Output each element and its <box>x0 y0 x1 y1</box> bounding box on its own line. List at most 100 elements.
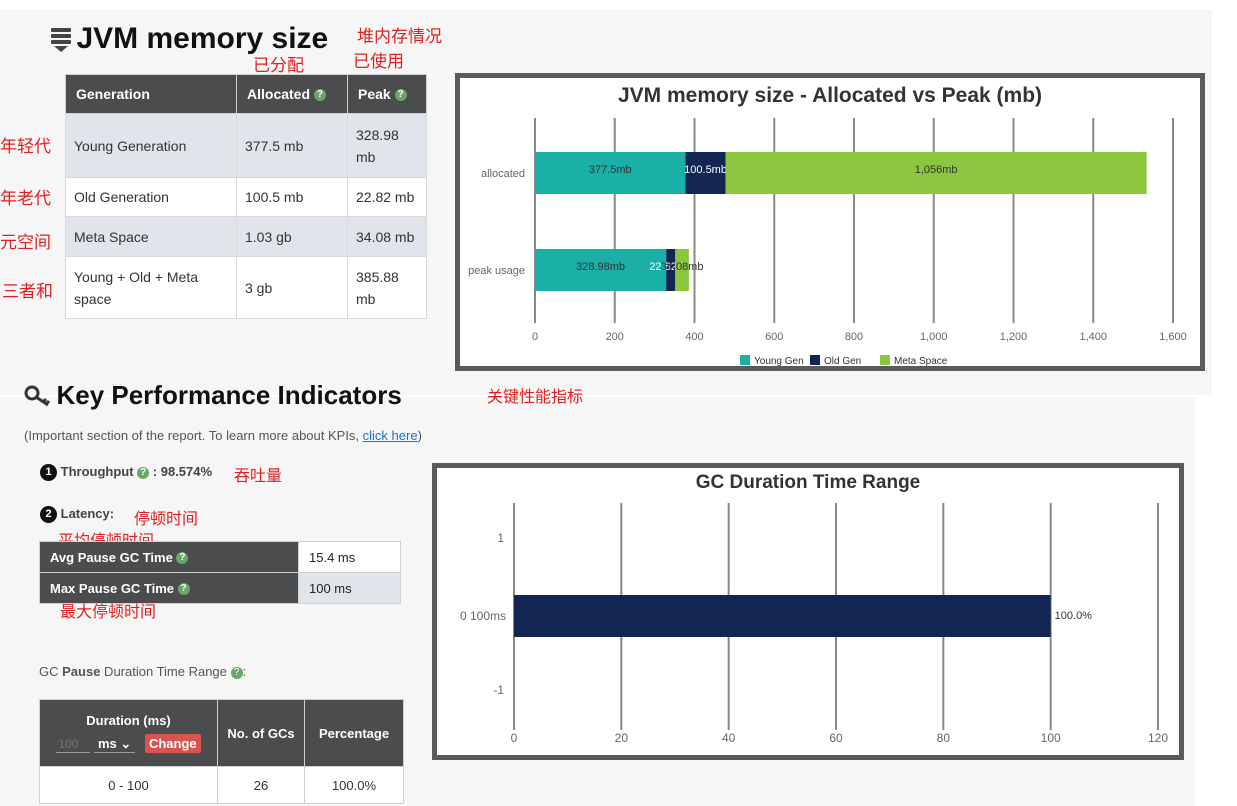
peak-cell: 385.88 mb <box>347 256 427 319</box>
duration-input[interactable] <box>56 736 91 753</box>
table-row: Young + Old + Meta space 3 gb 385.88 mb <box>65 256 427 319</box>
kpi-note: 关键性能指标 <box>487 389 584 406</box>
chevron-down-icon: ⌄ <box>120 736 132 751</box>
peak-cell: 34.08 mb <box>347 216 427 257</box>
table-row: Max Pause GC Time ? 100 ms <box>39 572 401 604</box>
data-label: 328.98mb <box>576 261 625 273</box>
table-row: Meta Space 1.03 gb 34.08 mb <box>65 216 427 257</box>
x-tick-label: 400 <box>685 331 703 343</box>
help-icon[interactable]: ? <box>230 666 243 679</box>
allocated-cell: 3 gb <box>236 256 348 319</box>
latency-note: 停顿时间 <box>134 511 199 528</box>
generation-cell: Meta Space <box>65 216 237 257</box>
x-tick-label: 100 <box>1041 731 1061 745</box>
peak-cell: 328.98 mb <box>347 113 427 178</box>
x-tick-label: 200 <box>606 331 624 343</box>
duration-table: Duration (ms) ms ⌄ Change No. of GCs Per… <box>39 699 404 804</box>
note-young: 年轻代 <box>0 137 51 156</box>
x-tick-label: 800 <box>845 331 863 343</box>
y-category-label: 0 100ms <box>460 609 506 623</box>
memory-table: Generation Allocated ? Peak ? Young Gene… <box>65 74 427 319</box>
x-tick-label: 600 <box>765 331 783 343</box>
legend-swatch <box>880 355 890 365</box>
unit-select[interactable]: ms ⌄ <box>94 736 136 753</box>
y-category-label: peak usage <box>468 265 525 277</box>
y-tick-label: -1 <box>493 683 504 697</box>
gc-duration-chart: GC Duration Time Range 0 20 40 60 80 100 120 1 -1… <box>460 472 1168 745</box>
kpi-learn-more-link[interactable]: click here <box>362 428 418 443</box>
throughput-value: : 98.574% <box>152 464 213 479</box>
note-allocated: 已分配 <box>253 56 304 75</box>
key-icon <box>24 385 51 406</box>
x-tick-label: 60 <box>829 731 843 745</box>
kpi-heading: Key Performance Indicators <box>24 380 402 411</box>
gc-duration-chart-frame: GC Duration Time Range 0 20 40 60 80 100 120 1 -1… <box>432 463 1184 760</box>
avg-pause-label: Avg Pause GC Time ? <box>39 541 299 573</box>
bar-segment <box>725 152 1147 194</box>
table-row: Old Generation 100.5 mb 22.82 mb <box>65 177 427 217</box>
col-duration: Duration (ms) ms ⌄ Change <box>39 699 218 767</box>
x-tick-label: 20 <box>615 731 629 745</box>
bar-segment <box>666 249 676 291</box>
step-badge: 1 <box>40 464 57 482</box>
throughput-label: Throughput <box>60 464 134 479</box>
col-count: No. of GCs <box>217 699 305 767</box>
table-row: Avg Pause GC Time ? 15.4 ms <box>39 541 401 573</box>
help-icon[interactable]: ? <box>313 89 326 102</box>
data-label: 1,056mb <box>915 164 958 176</box>
memory-heading: JVM memory size <box>50 22 328 56</box>
legend-label: Old Gen <box>824 356 861 366</box>
note-heap: 堆内存情况 <box>357 27 442 46</box>
note-used: 已使用 <box>353 52 404 71</box>
legend-label: Meta Space <box>894 356 948 366</box>
memory-title: JVM memory size <box>76 22 329 55</box>
latency-row: 2 Latency: <box>40 506 114 524</box>
kpi-intro: (Important section of the report. To lea… <box>24 428 422 443</box>
max-pause-value: 100 ms <box>298 572 401 604</box>
generation-cell: Old Generation <box>65 177 237 217</box>
x-tick-label: 40 <box>722 731 736 745</box>
range-cell: 0 - 100 <box>39 766 218 804</box>
help-icon[interactable]: ? <box>176 552 189 565</box>
change-button[interactable]: Change <box>144 734 201 753</box>
x-tick-label: 1,000 <box>920 331 948 343</box>
kpi-title: Key Performance Indicators <box>56 380 402 410</box>
help-icon[interactable]: ? <box>394 89 407 102</box>
x-tick-label: 0 <box>532 331 538 343</box>
legend-label: Young Gen <box>754 356 804 366</box>
col-generation: Generation <box>65 74 237 114</box>
note-total: 三者和 <box>2 282 53 301</box>
data-label: 100.0% <box>1055 610 1093 622</box>
percentage-cell: 100.0% <box>304 766 404 804</box>
allocated-cell: 1.03 gb <box>236 216 348 257</box>
max-note: 最大停顿时间 <box>60 604 157 621</box>
bar-segment <box>675 249 689 291</box>
bar <box>514 595 1051 637</box>
avg-pause-value: 15.4 ms <box>298 541 401 573</box>
table-row: 0 - 100 26 100.0% <box>39 766 404 804</box>
memory-chart-frame: JVM memory size - Allocated vs Peak (mb)… <box>455 73 1205 371</box>
y-tick-label: 1 <box>497 531 504 545</box>
col-percentage: Percentage <box>304 699 404 767</box>
x-tick-label: 0 <box>511 731 518 745</box>
bar-segment <box>685 152 726 194</box>
x-tick-label: 120 <box>1148 731 1168 745</box>
y-category-label: allocated <box>481 168 525 180</box>
help-icon[interactable]: ? <box>177 583 190 596</box>
throughput-row: 1 Throughput ? : 98.574% <box>40 464 213 482</box>
data-label: 377.5mb <box>589 164 632 176</box>
x-tick-label: 1,600 <box>1159 331 1187 343</box>
generation-cell: Young Generation <box>65 113 237 178</box>
note-meta: 元空间 <box>0 233 51 252</box>
database-icon <box>51 28 71 52</box>
max-pause-label: Max Pause GC Time ? <box>39 572 299 604</box>
legend-swatch <box>810 355 820 365</box>
data-label: 100.5mb <box>684 164 727 176</box>
latency-table: Avg Pause GC Time ? 15.4 ms Max Pause GC… <box>39 541 401 604</box>
data-label: 34.08mb <box>661 261 704 273</box>
help-icon[interactable]: ? <box>137 466 150 479</box>
step-badge: 2 <box>40 506 57 524</box>
bar-segment <box>535 249 667 291</box>
table-row: Young Generation 377.5 mb 328.98 mb <box>65 113 427 178</box>
legend-swatch <box>740 355 750 365</box>
